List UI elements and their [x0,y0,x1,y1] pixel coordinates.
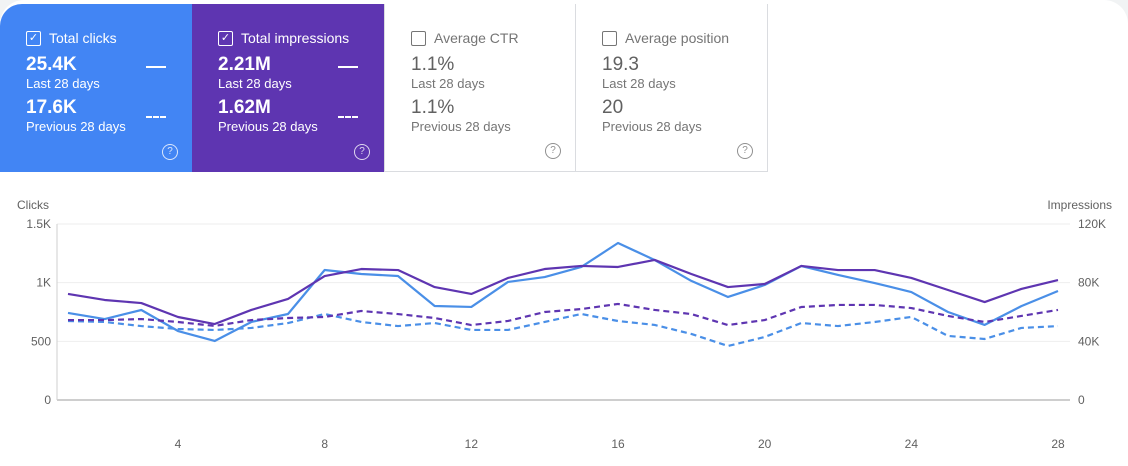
left-tick-label: 1.5K [26,217,51,231]
left-tick-label: 0 [44,393,51,407]
left-tick-label: 1K [36,276,51,290]
current-value: 25.4K [26,54,77,75]
card-total-impressions[interactable]: ✓ Total impressions 2.21M Last 28 days 1.… [192,4,384,172]
right-tick-label: 0 [1078,393,1085,407]
previous-label: Previous 28 days [218,119,318,134]
right-tick-label: 120K [1078,217,1106,231]
previous-label: Previous 28 days [26,119,126,134]
card-average-position[interactable]: Average position 19.3 Last 28 days 20 Pr… [576,4,768,172]
dashed-line-legend-icon [146,116,166,118]
previous-value: 17.6K [26,97,77,118]
x-tick-label: 8 [321,437,328,451]
current-value: 19.3 [602,54,639,75]
card-total-clicks[interactable]: ✓ Total clicks 25.4K Last 28 days 17.6K P… [0,4,192,172]
x-tick-label: 4 [175,437,182,451]
right-tick-label: 80K [1078,276,1099,290]
card-average-ctr[interactable]: Average CTR 1.1% Last 28 days 1.1% Previ… [384,4,576,172]
help-icon[interactable]: ? [354,144,370,160]
checkbox-unchecked-icon[interactable] [411,30,426,46]
left-axis-title: Clicks [17,198,49,212]
help-icon[interactable]: ? [737,143,753,159]
performance-chart: Clicks Impressions 0 0 500 40K 1K 80K 1.5K 120K… [17,198,1112,451]
previous-value: 1.1% [411,97,455,118]
current-label: Last 28 days [411,76,485,91]
help-icon[interactable]: ? [545,143,561,159]
checkbox-checked-icon[interactable]: ✓ [26,30,41,46]
series-line-impressions-last-28-days [67,258,1059,326]
x-tick-label: 28 [1051,437,1065,451]
series-line-impressions-previous-28-days [68,302,1059,328]
previous-label: Previous 28 days [411,119,511,134]
series-line-clicks-last-28-days [67,241,1059,343]
current-value: 1.1% [411,54,455,75]
solid-line-legend-icon [338,66,358,68]
checkbox-checked-icon[interactable]: ✓ [218,30,233,46]
left-tick-label: 500 [31,334,51,348]
x-tick-label: 20 [758,437,772,451]
solid-line-legend-icon [146,66,166,68]
x-tick-label: 12 [465,437,479,451]
previous-value: 1.62M [218,97,271,118]
current-value: 2.21M [218,54,271,75]
card-label: Average CTR [434,30,519,46]
checkbox-unchecked-icon[interactable] [602,30,617,46]
metric-cards: ✓ Total clicks 25.4K Last 28 days 17.6K P… [0,4,768,172]
help-icon[interactable]: ? [162,144,178,160]
x-tick-label: 24 [905,437,919,451]
right-tick-label: 40K [1078,334,1099,348]
dashed-line-legend-icon [338,116,358,118]
current-label: Last 28 days [218,76,292,91]
series-line-clicks-previous-28-days [67,312,1059,348]
previous-value: 20 [602,97,624,118]
current-label: Last 28 days [602,76,676,91]
current-label: Last 28 days [26,76,100,91]
card-label: Total clicks [49,30,117,46]
right-axis-title: Impressions [1047,198,1112,212]
card-label: Total impressions [241,30,350,46]
previous-label: Previous 28 days [602,119,702,134]
x-tick-label: 16 [611,437,625,451]
card-label: Average position [625,30,730,46]
